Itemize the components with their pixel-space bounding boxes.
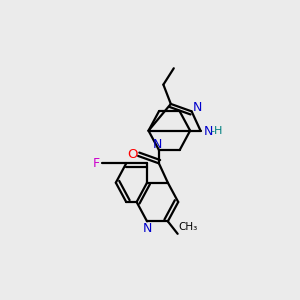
Text: O: O: [128, 148, 138, 161]
Text: N: N: [192, 101, 202, 114]
Text: CH₃: CH₃: [178, 222, 198, 232]
Text: N: N: [143, 222, 153, 235]
Text: N: N: [153, 138, 162, 151]
Text: -H: -H: [211, 126, 223, 136]
Text: F: F: [93, 157, 100, 170]
Text: N: N: [204, 125, 214, 138]
